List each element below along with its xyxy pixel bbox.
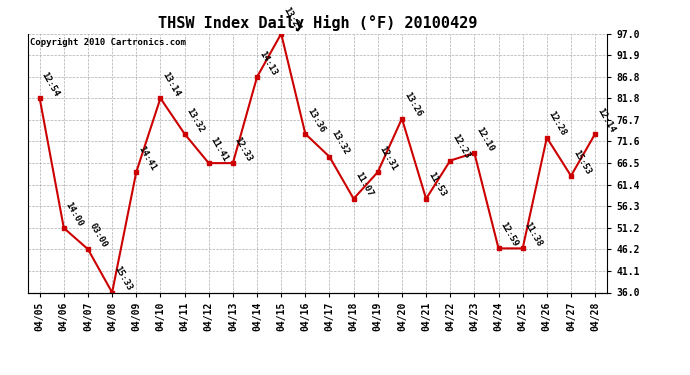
Text: 13:14: 13:14 [160,70,181,98]
Text: 12:59: 12:59 [498,220,520,248]
Text: 12:33: 12:33 [233,135,254,163]
Text: 12:23: 12:23 [450,133,471,160]
Text: 14:00: 14:00 [63,200,85,228]
Text: 13:36: 13:36 [305,106,326,134]
Text: 11:38: 11:38 [523,220,544,248]
Text: 13:21: 13:21 [282,6,302,34]
Text: Copyright 2010 Cartronics.com: Copyright 2010 Cartronics.com [30,38,186,46]
Text: 11:07: 11:07 [353,171,375,199]
Text: 03:00: 03:00 [88,222,109,249]
Text: 11:41: 11:41 [208,135,230,163]
Text: 12:31: 12:31 [378,144,399,172]
Text: 15:33: 15:33 [112,265,133,292]
Text: 15:53: 15:53 [571,148,592,176]
Text: 12:14: 12:14 [595,106,616,134]
Text: 14:41: 14:41 [136,144,157,172]
Text: 14:13: 14:13 [257,49,278,77]
Text: 13:32: 13:32 [330,129,351,157]
Title: THSW Index Daily High (°F) 20100429: THSW Index Daily High (°F) 20100429 [158,15,477,31]
Text: 12:10: 12:10 [475,125,495,153]
Text: 11:53: 11:53 [426,171,447,199]
Text: 12:54: 12:54 [39,70,61,98]
Text: 13:26: 13:26 [402,91,423,118]
Text: 12:28: 12:28 [546,110,568,138]
Text: 13:32: 13:32 [184,106,206,134]
